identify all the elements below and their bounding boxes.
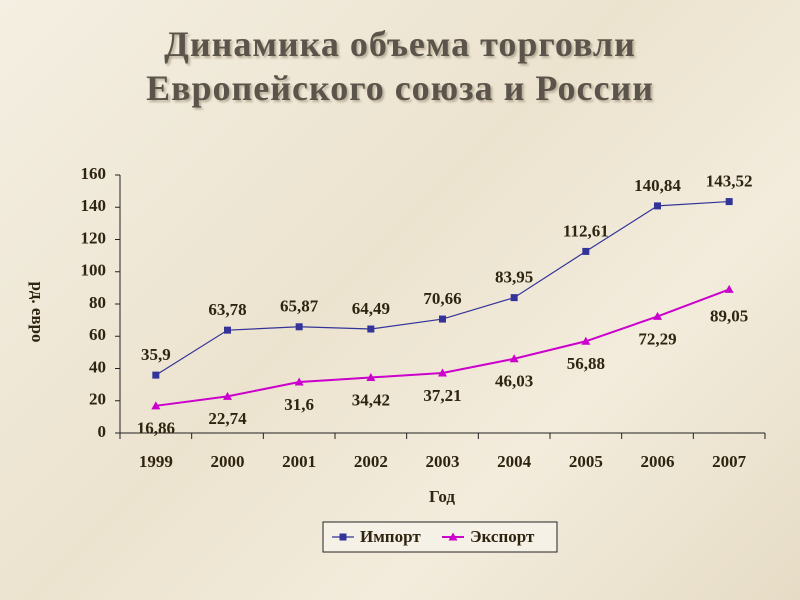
data-label: 31,6 xyxy=(284,395,314,414)
point xyxy=(439,315,446,323)
point xyxy=(367,325,375,333)
x-tick-label: 2004 xyxy=(497,452,532,471)
point xyxy=(510,294,518,302)
data-label: 112,61 xyxy=(563,221,609,240)
data-label: 46,03 xyxy=(495,372,533,391)
data-label: 34,42 xyxy=(352,390,390,409)
point xyxy=(224,326,231,334)
data-label: 16,86 xyxy=(137,419,175,438)
x-tick-label: 1999 xyxy=(139,452,173,471)
point xyxy=(582,247,590,255)
legend-label: Импорт xyxy=(360,527,421,546)
point xyxy=(725,198,733,206)
data-label: 37,21 xyxy=(423,386,461,405)
point xyxy=(654,202,661,210)
data-label: 70,66 xyxy=(423,289,461,308)
y-tick-label: 40 xyxy=(89,357,106,376)
y-tick-label: 140 xyxy=(81,196,107,215)
y-tick-label: 120 xyxy=(81,228,107,247)
x-tick-label: 2007 xyxy=(712,452,747,471)
title-line: Европейского союза и России xyxy=(146,68,654,108)
data-label: 89,05 xyxy=(710,306,748,325)
point xyxy=(151,401,161,410)
x-tick-label: 2006 xyxy=(641,452,675,471)
x-tick-label: 2005 xyxy=(569,452,603,471)
legend-marker xyxy=(448,532,458,541)
y-tick-label: 160 xyxy=(81,164,107,183)
chart-title: Динамика объема торговли Европейского сою… xyxy=(0,22,800,110)
y-tick-label: 100 xyxy=(81,261,107,280)
data-label: 56,88 xyxy=(567,354,605,373)
legend-box xyxy=(322,521,558,553)
point xyxy=(724,284,734,293)
y-tick-label: 20 xyxy=(89,390,106,409)
point xyxy=(223,391,232,400)
point xyxy=(581,336,591,345)
data-label: 64,49 xyxy=(352,299,390,318)
point xyxy=(366,372,376,381)
x-tick-label: 2002 xyxy=(354,452,388,471)
data-label: 65,87 xyxy=(280,297,319,316)
y-axis-label: рд. евро xyxy=(28,281,47,342)
point xyxy=(152,371,160,379)
point xyxy=(438,368,447,377)
y-tick-label: 60 xyxy=(89,325,106,344)
point xyxy=(294,377,304,386)
point xyxy=(653,311,662,320)
x-tick-label: 2001 xyxy=(282,452,316,471)
point xyxy=(295,323,303,331)
y-tick-label: 80 xyxy=(89,293,106,312)
x-axis-label: Год xyxy=(429,487,455,506)
data-label: 83,95 xyxy=(495,268,533,287)
point xyxy=(509,354,519,363)
data-label: 22,74 xyxy=(208,409,247,428)
data-label: 35,9 xyxy=(141,345,171,364)
data-label: 63,78 xyxy=(208,300,246,319)
x-tick-label: 2000 xyxy=(211,452,245,471)
data-label: 140,84 xyxy=(634,176,681,195)
data-label: 72,29 xyxy=(638,329,676,348)
legend-label: Экспорт xyxy=(470,527,535,546)
x-tick-label: 2003 xyxy=(426,452,460,471)
data-label: 143,52 xyxy=(706,171,753,190)
y-tick-label: 0 xyxy=(98,422,107,441)
legend-marker xyxy=(339,533,347,541)
title-line: Динамика объема торговли xyxy=(164,24,636,64)
